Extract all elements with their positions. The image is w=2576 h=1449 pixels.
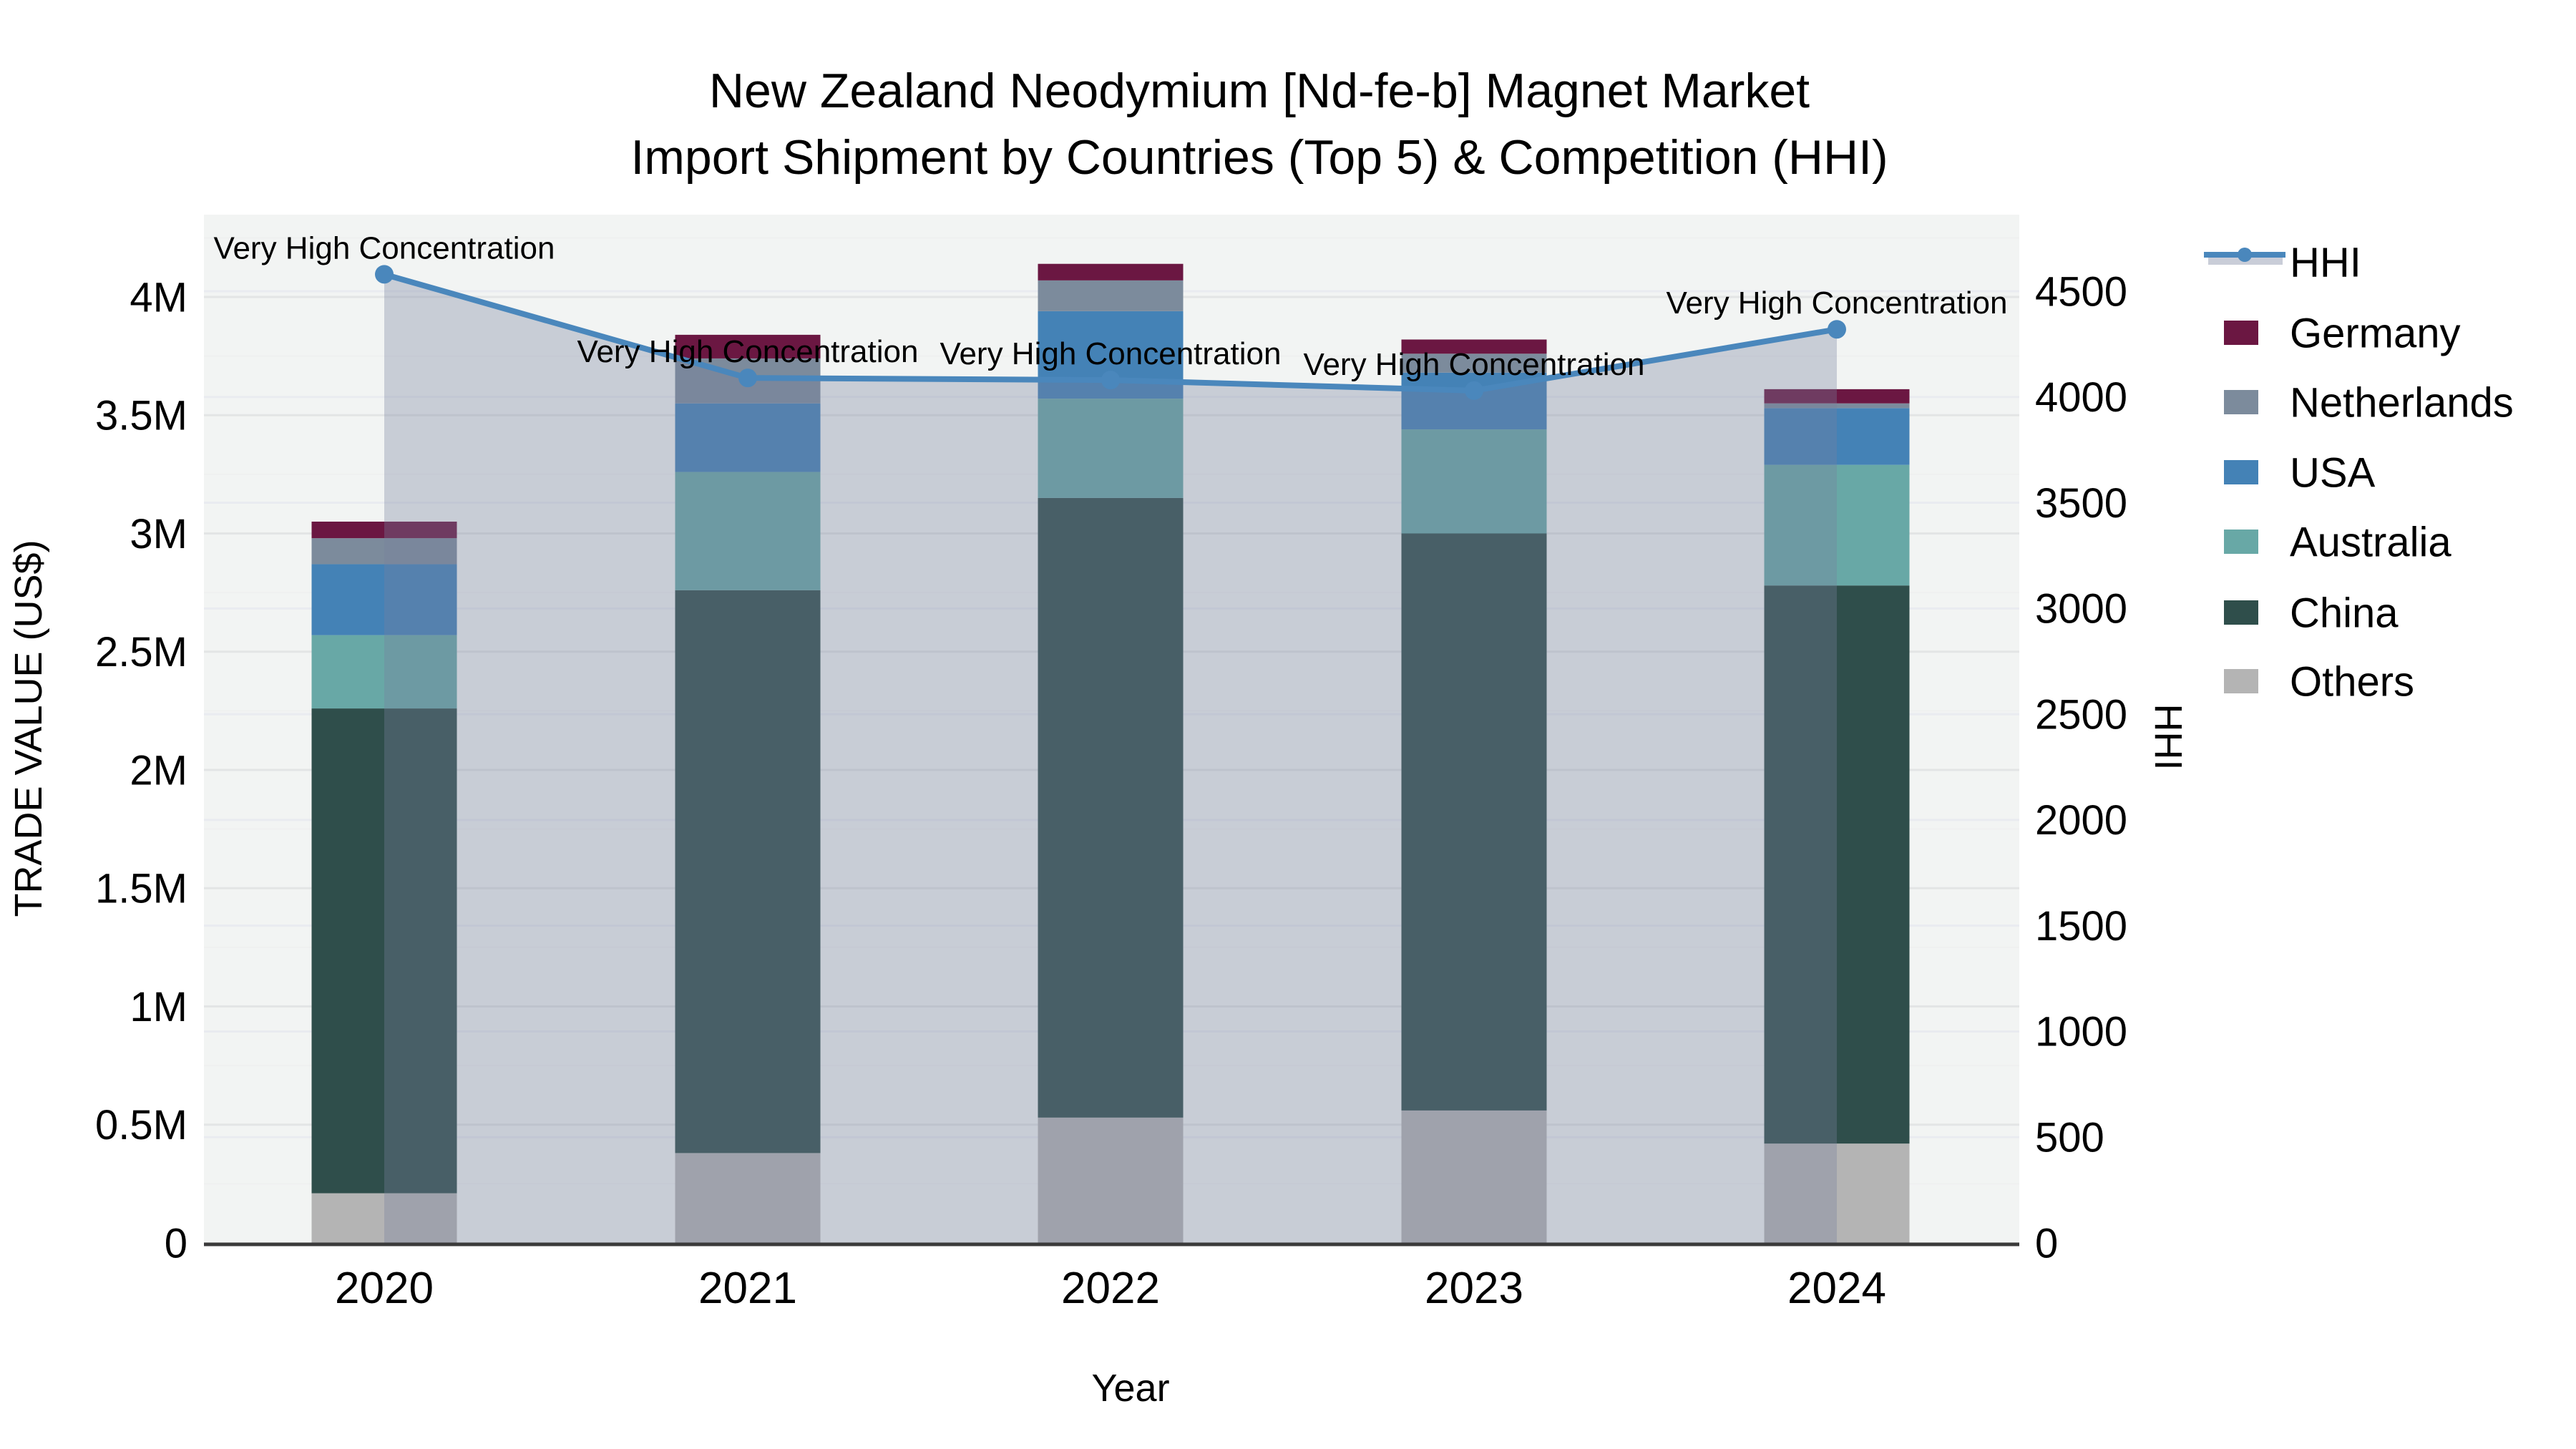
bar-segment-2024-usa	[1764, 408, 1910, 465]
bar-segment-2022-netherlands	[1038, 280, 1184, 311]
legend-hhi-marker-icon	[2238, 248, 2252, 262]
x-axis-title: Year	[1091, 1367, 1169, 1410]
y-right-tick-label-4000: 4000	[2035, 374, 2127, 421]
bar-segment-2020-china	[311, 708, 457, 1194]
bar-segment-2020-usa	[311, 564, 457, 635]
y-right-tick-label-2000: 2000	[2035, 797, 2127, 844]
chart-title-line1: New Zealand Neodymium [Nd-fe-b] Magnet M…	[709, 64, 1810, 118]
annotation-2021: Very High Concentration	[577, 334, 919, 369]
bar-segment-2020-australia	[311, 635, 457, 709]
legend-label-hhi: HHI	[2290, 239, 2361, 286]
y-right-tick-label-1500: 1500	[2035, 903, 2127, 950]
bar-segment-2021-china	[675, 590, 821, 1153]
y-right-tick-label-2500: 2500	[2035, 691, 2127, 738]
bar-segment-2022-australia	[1038, 399, 1184, 498]
legend-label-china: China	[2290, 590, 2399, 636]
y-left-tick-label-3M: 3M	[130, 511, 187, 557]
bar-segment-2024-others	[1764, 1143, 1910, 1243]
bar-segment-2021-australia	[675, 472, 821, 590]
legend-swatch-netherlands	[2224, 390, 2258, 414]
legend: HHI Germany Netherlands USA Australia China Ot…	[2204, 239, 2514, 705]
y-axis-title-left: TRADE VALUE (US$)	[7, 540, 50, 917]
annotation-2023: Very High Concentration	[1304, 347, 1645, 382]
x-tick-label-2022: 2022	[1061, 1264, 1160, 1313]
x-tick-label-2021: 2021	[698, 1264, 797, 1313]
legend-label-netherlands: Netherlands	[2290, 379, 2514, 426]
x-tick-label-2023: 2023	[1425, 1264, 1523, 1313]
bar-segment-2021-others	[675, 1153, 821, 1243]
hhi-marker-2020	[375, 265, 394, 284]
bar-segment-2024-netherlands	[1764, 403, 1910, 409]
annotation-2024: Very High Concentration	[1667, 286, 2008, 321]
legend-swatch-china	[2224, 600, 2258, 625]
y-right-tick-label-0: 0	[2035, 1220, 2058, 1267]
bar-segment-2022-germany	[1038, 263, 1184, 280]
hhi-area-fill	[384, 274, 1837, 1243]
y-axis-title-right: HHI	[2147, 704, 2190, 771]
hhi-marker-2024	[1828, 320, 1846, 339]
y-right-tick-label-3000: 3000	[2035, 586, 2127, 633]
annotation-2022: Very High Concentration	[940, 336, 1282, 371]
x-tick-label-2020: 2020	[335, 1264, 434, 1313]
y-left-tick-label-2.5M: 2.5M	[95, 629, 187, 675]
bar-segment-2022-china	[1038, 497, 1184, 1118]
annotation-2020: Very High Concentration	[214, 230, 555, 265]
bar-segment-2023-china	[1401, 533, 1547, 1111]
bar-segment-2024-china	[1764, 585, 1910, 1144]
bar-segment-2020-germany	[311, 521, 457, 539]
bar-segment-2022-others	[1038, 1117, 1184, 1243]
hhi-marker-2022	[1101, 371, 1120, 390]
y-right-tick-label-500: 500	[2035, 1115, 2104, 1161]
bar-segment-2024-australia	[1764, 464, 1910, 586]
bar-segment-2021-germany	[675, 334, 821, 358]
bar-segment-2023-others	[1401, 1110, 1547, 1243]
bar-segment-2024-germany	[1764, 389, 1910, 404]
hhi-marker-2021	[738, 369, 757, 388]
plot-area-group: Very High Concentration Very High Concent…	[95, 215, 2127, 1313]
y-left-tick-label-4M: 4M	[130, 274, 187, 321]
hhi-marker-2023	[1465, 381, 1483, 400]
x-tick-label-2024: 2024	[1787, 1264, 1886, 1313]
bar-segment-2020-others	[311, 1193, 457, 1243]
legend-swatch-germany	[2224, 321, 2258, 345]
y-left-tick-label-2M: 2M	[130, 747, 187, 794]
bar-segment-2023-netherlands	[1401, 353, 1547, 373]
legend-label-germany: Germany	[2290, 310, 2461, 356]
y-left-tick-label-3.5M: 3.5M	[95, 393, 187, 439]
y-left-tick-label-0: 0	[165, 1220, 187, 1267]
bar-segment-2020-netherlands	[311, 538, 457, 565]
legend-label-australia: Australia	[2290, 519, 2451, 565]
bar-segment-2021-usa	[675, 403, 821, 472]
legend-swatch-others	[2224, 669, 2258, 693]
y-left-tick-label-1.5M: 1.5M	[95, 866, 187, 912]
y-right-tick-label-3500: 3500	[2035, 480, 2127, 527]
y-left-tick-label-0.5M: 0.5M	[95, 1102, 187, 1148]
legend-swatch-australia	[2224, 530, 2258, 554]
legend-label-others: Others	[2290, 658, 2414, 705]
bar-segment-2023-australia	[1401, 429, 1547, 534]
bar-segment-2023-germany	[1401, 339, 1547, 354]
y-right-tick-label-4500: 4500	[2035, 268, 2127, 315]
legend-swatch-usa	[2224, 460, 2258, 484]
chart-title-line2: Import Shipment by Countries (Top 5) & C…	[630, 130, 1888, 185]
y-right-tick-label-1000: 1000	[2035, 1009, 2127, 1055]
legend-label-usa: USA	[2290, 449, 2376, 496]
y-left-tick-label-1M: 1M	[130, 984, 187, 1030]
